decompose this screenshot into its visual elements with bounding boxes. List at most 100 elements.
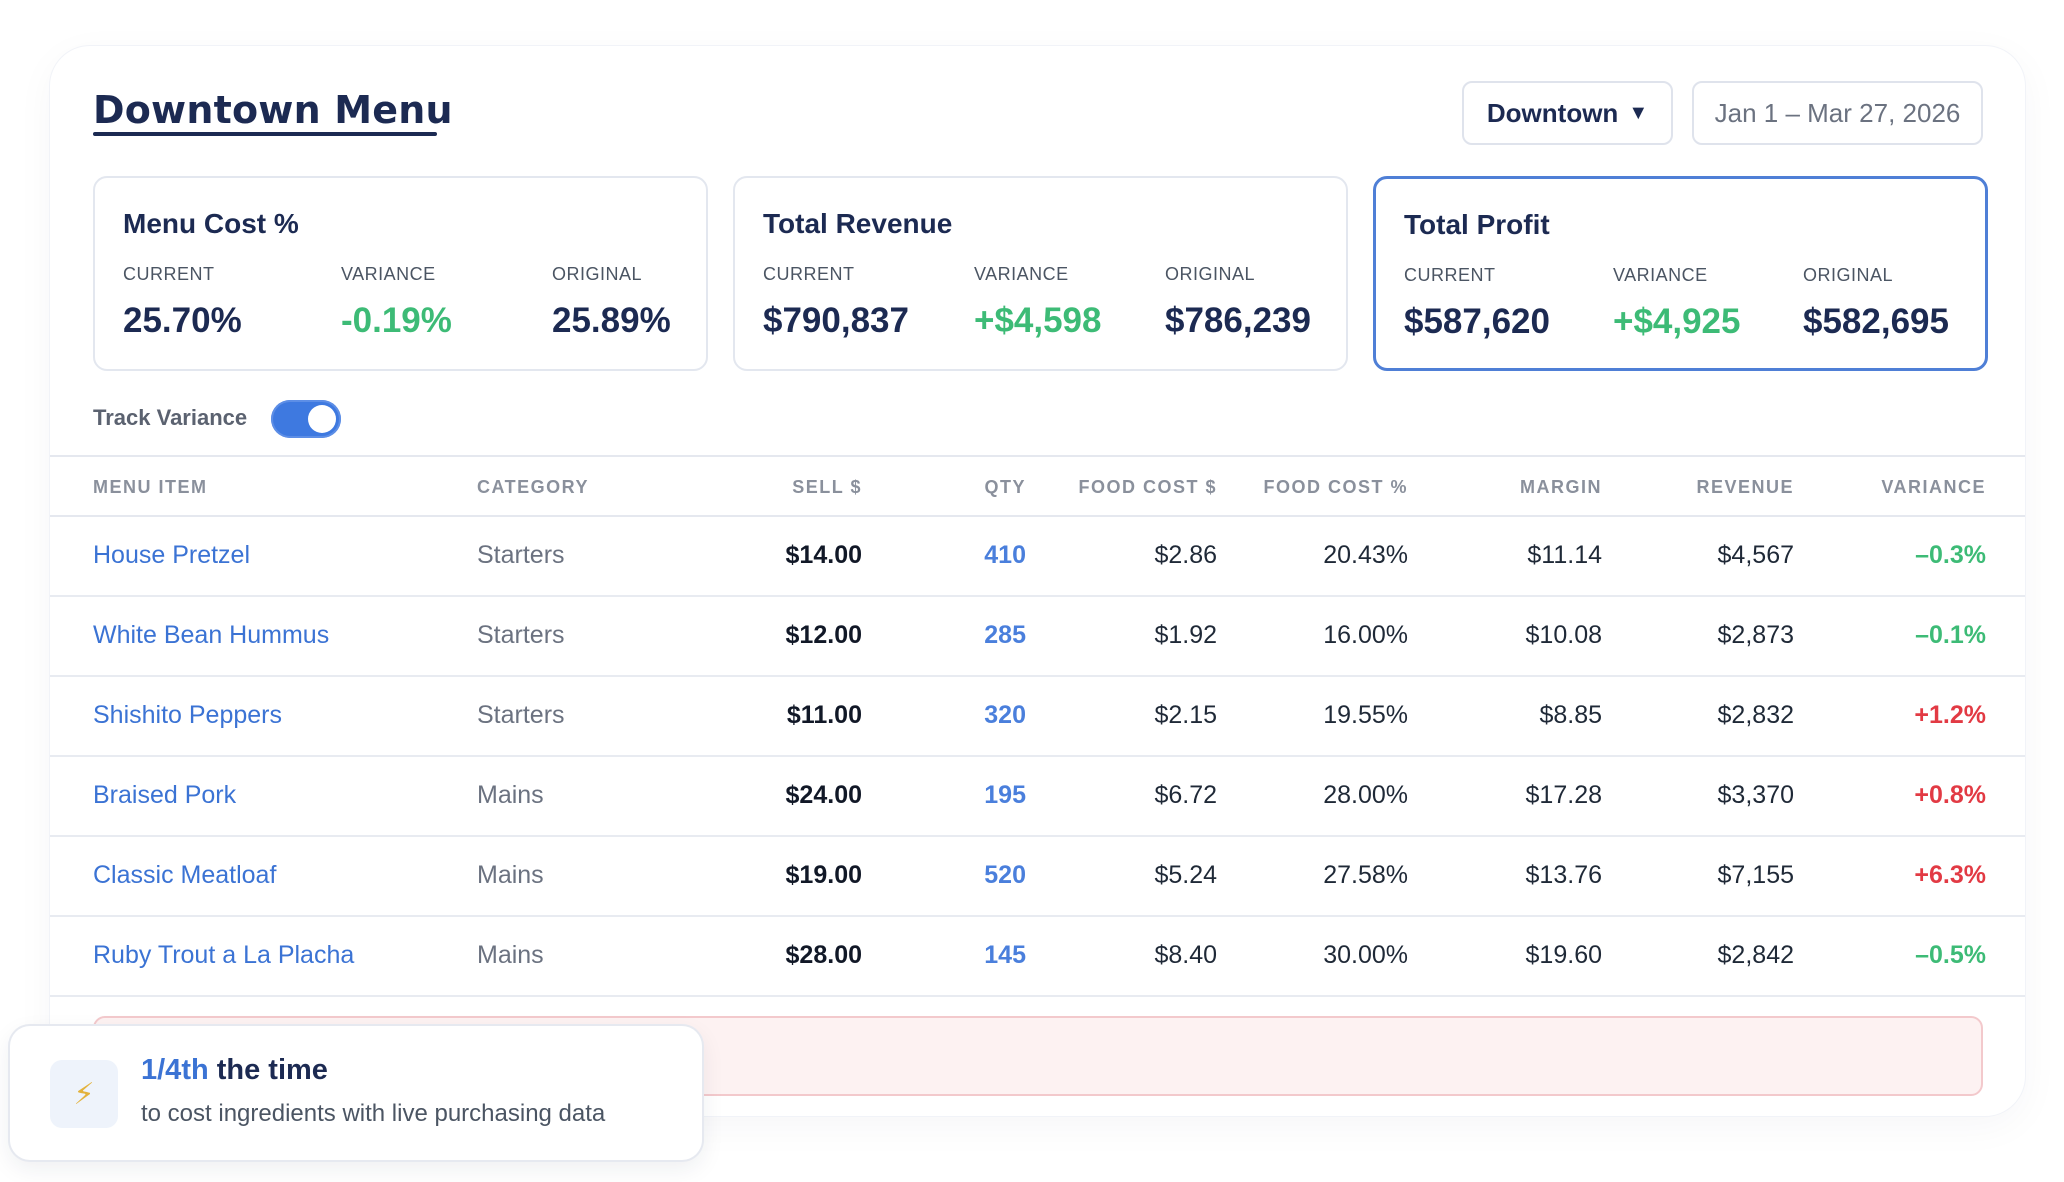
kpi-title: Total Revenue (763, 208, 953, 239)
qty-cell[interactable]: 320 (984, 701, 1026, 729)
food-cost-cell: $5.24 (1154, 861, 1217, 889)
food-cost-cell: $6.72 (1154, 781, 1217, 809)
promo-headline-rest: the time (208, 1054, 328, 1086)
column-header-sell[interactable]: SELL $ (792, 477, 862, 497)
kpi-original-label: ORIGINAL (552, 264, 643, 284)
kpi-variance-value: +$4,598 (974, 301, 1102, 340)
qty-cell[interactable]: 285 (984, 621, 1026, 649)
category-cell: Starters (477, 621, 565, 649)
variance-cell: –0.3% (1915, 541, 1986, 569)
revenue-cell: $2,873 (1717, 621, 1794, 649)
menu-item-link[interactable]: Classic Meatloaf (93, 861, 277, 889)
promo-headline-highlight: 1/4th (141, 1054, 209, 1086)
variance-cell: +0.8% (1914, 781, 1986, 809)
qty-cell[interactable]: 145 (984, 941, 1026, 969)
kpi-current-value: $587,620 (1404, 302, 1550, 341)
table-row[interactable]: White Bean Hummus Starters $12.00 285 $1.92 1… (50, 597, 2025, 677)
qty-cell[interactable]: 520 (984, 861, 1026, 889)
margin-cell: $19.60 (1525, 941, 1602, 969)
menu-item-link[interactable]: House Pretzel (93, 541, 251, 569)
column-header-category[interactable]: CATEGORY (477, 477, 590, 497)
location-select[interactable]: Downtown ▼ (1462, 81, 1673, 145)
variance-cell: –0.1% (1915, 621, 1986, 649)
table-body: House Pretzel Starters $14.00 410 $2.86 20.43… (50, 517, 2025, 997)
kpi-original-value: 25.89% (552, 301, 671, 340)
column-header-menu-item[interactable]: MENU ITEM (93, 477, 208, 497)
food-cost-cell: $2.15 (1154, 701, 1217, 729)
food-cost-cell: $8.40 (1154, 941, 1217, 969)
margin-cell: $11.14 (1527, 541, 1602, 569)
column-header-food-cost[interactable]: FOOD COST $ (1078, 477, 1217, 497)
track-variance-toggle[interactable] (271, 400, 341, 438)
table-row[interactable]: Ruby Trout a La Placha Mains $28.00 145 $8.4… (50, 917, 2025, 997)
kpi-card-menu-cost[interactable]: Menu Cost % CURRENT 25.70% VARIANCE -0.1… (93, 176, 708, 371)
food-cost-pct-cell: 28.00% (1323, 781, 1408, 809)
margin-cell: $10.08 (1525, 621, 1602, 649)
food-cost-pct-cell: 20.43% (1323, 541, 1408, 569)
sell-price-cell: $28.00 (785, 941, 862, 969)
column-header-food-cost-pct[interactable]: FOOD COST % (1263, 477, 1408, 497)
kpi-variance-label: VARIANCE (341, 264, 436, 284)
menu-item-link[interactable]: Ruby Trout a La Placha (93, 941, 355, 969)
kpi-card-total-revenue[interactable]: Total Revenue CURRENT $790,837 VARIANCE … (733, 176, 1348, 371)
category-cell: Starters (477, 701, 565, 729)
margin-cell: $8.85 (1539, 701, 1602, 729)
date-range-picker[interactable]: Jan 1 – Mar 27, 2026 (1692, 81, 1983, 145)
sell-price-cell: $11.00 (786, 701, 862, 729)
column-header-revenue[interactable]: REVENUE (1696, 477, 1794, 497)
promo-card: ⚡ 1/4th the time to cost ingredients wit… (10, 1026, 702, 1160)
date-range-label: Jan 1 – Mar 27, 2026 (1714, 97, 1961, 128)
page-title: Downtown Menu (93, 88, 453, 132)
table-row[interactable]: Classic Meatloaf Mains $19.00 520 $5.24 27.58… (50, 837, 2025, 917)
variance-cell: –0.5% (1915, 941, 1986, 969)
margin-cell: $13.76 (1525, 861, 1602, 889)
sell-price-cell: $14.00 (785, 541, 862, 569)
category-cell: Mains (477, 861, 544, 889)
table-header: MENU ITEM CATEGORY SELL $ QTY FOOD COST … (50, 455, 2025, 517)
category-cell: Mains (477, 781, 544, 809)
kpi-variance-value: +$4,925 (1613, 302, 1741, 341)
track-variance-label: Track Variance (93, 405, 248, 430)
sell-price-cell: $19.00 (785, 861, 862, 889)
revenue-cell: $4,567 (1717, 541, 1794, 569)
menu-item-link[interactable]: Shishito Peppers (93, 701, 283, 729)
column-header-variance[interactable]: VARIANCE (1881, 477, 1986, 497)
kpi-current-label: CURRENT (123, 264, 215, 284)
kpi-original-value: $582,695 (1803, 302, 1949, 341)
category-cell: Starters (477, 541, 565, 569)
food-cost-cell: $1.92 (1154, 621, 1217, 649)
table-row[interactable]: House Pretzel Starters $14.00 410 $2.86 20.43… (50, 517, 2025, 597)
sell-price-cell: $12.00 (785, 621, 862, 649)
lightning-icon: ⚡ (50, 1060, 118, 1128)
kpi-variance-label: VARIANCE (1613, 265, 1708, 285)
kpi-current-value: $790,837 (763, 301, 909, 340)
margin-cell: $17.28 (1525, 781, 1602, 809)
title-underline (93, 132, 437, 136)
table-row[interactable]: Shishito Peppers Starters $11.00 320 $2.15 19… (50, 677, 2025, 757)
kpi-card-total-profit[interactable]: Total Profit CURRENT $587,620 VARIANCE +… (1373, 176, 1988, 371)
kpi-original-value: $786,239 (1165, 301, 1311, 340)
food-cost-pct-cell: 27.58% (1323, 861, 1408, 889)
menu-item-link[interactable]: White Bean Hummus (93, 621, 330, 649)
kpi-current-label: CURRENT (763, 264, 855, 284)
revenue-cell: $3,370 (1717, 781, 1794, 809)
kpi-current-value: 25.70% (123, 301, 242, 340)
kpi-original-label: ORIGINAL (1803, 265, 1894, 285)
menu-item-link[interactable]: Braised Pork (93, 781, 237, 809)
table-row[interactable]: Braised Pork Mains $24.00 195 $6.72 28.00% $17… (50, 757, 2025, 837)
sell-price-cell: $24.00 (785, 781, 862, 809)
qty-cell[interactable]: 195 (984, 781, 1026, 809)
qty-cell[interactable]: 410 (984, 541, 1026, 569)
food-cost-pct-cell: 16.00% (1323, 621, 1408, 649)
kpi-title: Menu Cost % (123, 208, 299, 239)
column-header-qty[interactable]: QTY (984, 477, 1026, 497)
food-cost-cell: $2.86 (1154, 541, 1217, 569)
kpi-variance-value: -0.19% (341, 301, 452, 340)
column-header-margin[interactable]: MARGIN (1520, 477, 1602, 497)
menu-items-table: MENU ITEM CATEGORY SELL $ QTY FOOD COST … (50, 455, 2025, 997)
variance-cell: +1.2% (1914, 701, 1986, 729)
promo-headline: 1/4th the time (141, 1054, 328, 1087)
caret-down-icon: ▼ (1628, 101, 1649, 124)
food-cost-pct-cell: 30.00% (1323, 941, 1408, 969)
category-cell: Mains (477, 941, 544, 969)
